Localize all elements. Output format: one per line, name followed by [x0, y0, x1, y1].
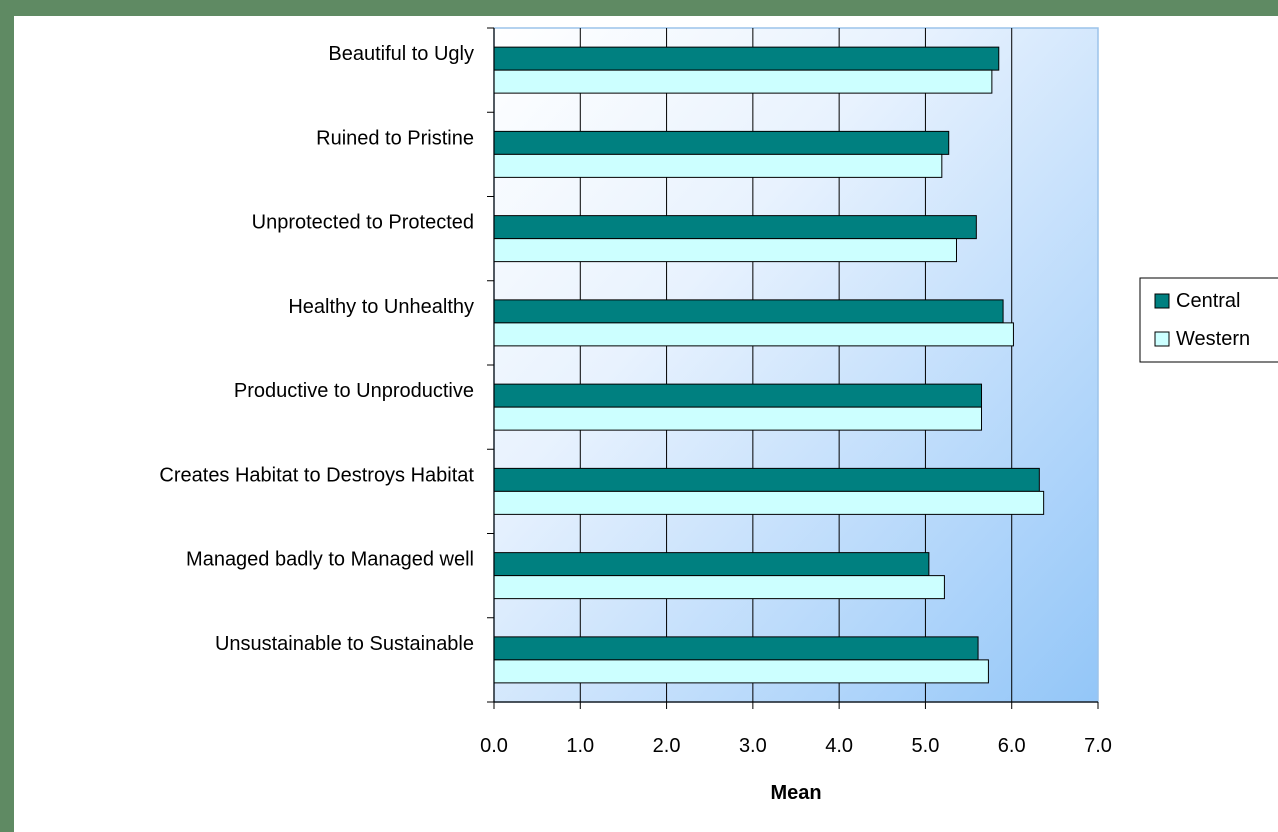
legend-box	[1139, 277, 1278, 363]
legend-swatch-central	[1154, 293, 1170, 309]
x-tick-label-7: 7.0	[1084, 735, 1112, 757]
bar-central-5	[493, 467, 1040, 492]
category-label-1: Ruined to Pristine	[316, 127, 474, 149]
bar-western-5	[493, 490, 1045, 515]
plot-area	[493, 27, 1099, 703]
bar-central-7	[493, 636, 979, 661]
bar-western-3	[493, 322, 1014, 347]
category-label-2: Unprotected to Protected	[252, 212, 474, 234]
category-label-4: Productive to Unproductive	[234, 380, 474, 402]
bar-western-7	[493, 659, 989, 684]
x-tick-label-4: 4.0	[825, 735, 853, 757]
bar-chart: Beautiful to Ugly Ruined to Pristine Unpro…	[159, 27, 1278, 804]
bar-central-0	[493, 46, 1000, 71]
bar-central-1	[493, 130, 950, 155]
legend: Central Western	[1139, 277, 1278, 363]
bar-central-4	[493, 383, 983, 408]
category-label-6: Managed badly to Managed well	[186, 549, 474, 571]
bar-central-3	[493, 299, 1004, 324]
bar-western-1	[493, 153, 943, 178]
category-label-0: Beautiful to Ugly	[328, 43, 474, 65]
legend-label-central: Central	[1176, 290, 1240, 312]
x-axis-title: Mean	[770, 782, 821, 804]
category-label-3: Healthy to Unhealthy	[288, 296, 474, 318]
category-labels: Beautiful to Ugly Ruined to Pristine Unpro…	[159, 43, 474, 655]
bar-western-4	[493, 406, 983, 431]
bar-western-0	[493, 69, 993, 94]
chart-canvas: Beautiful to Ugly Ruined to Pristine Unpro…	[14, 16, 1278, 832]
category-label-7: Unsustainable to Sustainable	[215, 633, 474, 655]
x-tick-label-5: 5.0	[912, 735, 940, 757]
bar-western-6	[493, 575, 945, 600]
x-tick-label-6: 6.0	[998, 735, 1026, 757]
x-tick-label-3: 3.0	[739, 735, 767, 757]
bar-western-2	[493, 238, 957, 263]
bar-central-2	[493, 215, 977, 240]
tick-labels: 0.0 1.0 2.0 3.0 4.0 5.0 6.0 7.0	[480, 735, 1112, 757]
category-label-5: Creates Habitat to Destroys Habitat	[159, 464, 474, 486]
legend-swatch-western	[1154, 331, 1170, 347]
bar-central-6	[493, 552, 930, 577]
legend-label-western: Western	[1176, 328, 1250, 350]
x-tick-label-1: 1.0	[566, 735, 594, 757]
x-tick-label-0: 0.0	[480, 735, 508, 757]
axes	[487, 27, 1099, 709]
x-tick-label-2: 2.0	[653, 735, 681, 757]
